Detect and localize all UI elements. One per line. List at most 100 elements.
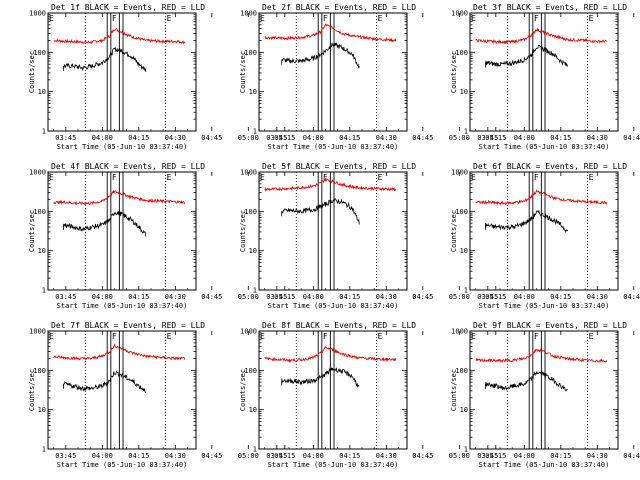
- y-tick-label: 1: [253, 287, 257, 295]
- y-tick-label: 1: [464, 287, 468, 295]
- x-tick-label: 04:45: [412, 452, 433, 460]
- interval-marker-f: F: [534, 14, 539, 23]
- lld-series-line: [264, 346, 397, 363]
- x-tick-label: 04:00: [514, 134, 535, 142]
- lld-series-line: [264, 23, 397, 43]
- y-axis-label: Counts/sec: [239, 51, 247, 93]
- x-tick-label: 03:45: [266, 134, 287, 142]
- x-axis-label: Start Time (05-Jun-10 03:37:40): [479, 143, 610, 151]
- events-series-line: [485, 209, 569, 234]
- interval-marker-e: E: [49, 173, 54, 182]
- y-tick-label: 100: [455, 367, 468, 375]
- panel-title: Det 5f BLACK = Events, RED = LLD: [262, 162, 416, 171]
- x-tick-label: 03:45: [266, 452, 287, 460]
- panel-title: Det 3f BLACK = Events, RED = LLD: [473, 3, 627, 12]
- events-series-line: [281, 42, 360, 69]
- x-tick-label: 04:30: [587, 134, 608, 142]
- x-axis-label: Start Time (05-Jun-10 03:37:40): [268, 143, 399, 151]
- y-tick-label: 1: [42, 128, 46, 136]
- y-tick-label: 1000: [451, 328, 468, 336]
- events-series-line: [485, 44, 569, 67]
- panel-det-3: Det 3f BLACK = Events, RED = LLD 1 10 100 10…: [450, 3, 640, 151]
- y-tick-label: 10: [460, 406, 468, 414]
- lld-series-line: [264, 178, 397, 192]
- plot-frame: [258, 171, 408, 291]
- panel-title: Det 2f BLACK = Events, RED = LLD: [262, 3, 416, 12]
- y-axis-label: Counts/sec: [239, 210, 247, 252]
- y-tick-label: 1: [42, 446, 46, 454]
- panel-title: Det 4f BLACK = Events, RED = LLD: [51, 162, 205, 171]
- y-tick-label: 100: [33, 367, 46, 375]
- events-series-line: [63, 211, 147, 237]
- y-axis-label: Counts/sec: [450, 369, 458, 411]
- panel-title: Det 7f BLACK = Events, RED = LLD: [51, 321, 205, 330]
- interval-marker-f: F: [323, 173, 328, 182]
- x-tick-label: 04:30: [376, 293, 397, 301]
- y-tick-label: 10: [249, 406, 257, 414]
- x-tick-label: 04:30: [165, 452, 186, 460]
- x-axis-label: Start Time (05-Jun-10 03:37:40): [268, 302, 399, 310]
- y-tick-label: 100: [244, 49, 257, 57]
- y-tick-label: 1: [464, 446, 468, 454]
- y-tick-label: 1000: [29, 169, 46, 177]
- x-tick-label: 04:15: [550, 452, 571, 460]
- y-axis-label: Counts/sec: [450, 51, 458, 93]
- interval-marker-e: E: [378, 332, 383, 341]
- lld-series-line: [475, 348, 608, 364]
- lld-series-line: [53, 189, 186, 206]
- x-tick-label: 05:00: [449, 293, 470, 301]
- interval-marker-e: E: [378, 173, 383, 182]
- x-tick-label: 04:15: [339, 452, 360, 460]
- x-tick-label: 04:00: [303, 452, 324, 460]
- x-tick-label: 05:15: [485, 134, 506, 142]
- y-tick-label: 10: [460, 88, 468, 96]
- y-tick-label: 1000: [29, 10, 46, 18]
- y-axis-label: Counts/sec: [450, 210, 458, 252]
- x-tick-label: 04:00: [92, 134, 113, 142]
- x-tick-label: 04:45: [623, 452, 640, 460]
- y-tick-label: 1000: [240, 10, 257, 18]
- plot-frame: [47, 12, 197, 132]
- y-tick-label: 1000: [29, 328, 46, 336]
- x-tick-label: 04:30: [165, 293, 186, 301]
- interval-marker-e: E: [589, 332, 594, 341]
- plot-frame: [469, 330, 619, 450]
- interval-marker-e: E: [167, 14, 172, 23]
- x-tick-label: 05:15: [274, 452, 295, 460]
- x-tick-label: 05:15: [274, 134, 295, 142]
- interval-marker-e: E: [589, 14, 594, 23]
- interval-marker-e: E: [260, 173, 265, 182]
- x-tick-label: 04:30: [587, 293, 608, 301]
- y-tick-label: 1000: [451, 169, 468, 177]
- x-tick-label: 05:15: [485, 452, 506, 460]
- y-tick-label: 100: [33, 49, 46, 57]
- y-tick-label: 1000: [240, 328, 257, 336]
- interval-marker-e: E: [471, 14, 476, 23]
- x-tick-label: 05:15: [274, 293, 295, 301]
- y-tick-label: 1: [464, 128, 468, 136]
- y-axis-label: Counts/sec: [239, 369, 247, 411]
- x-tick-label: 04:00: [92, 293, 113, 301]
- y-tick-label: 10: [38, 247, 46, 255]
- panel-det-4: Det 4f BLACK = Events, RED = LLD11010010…: [28, 162, 295, 310]
- plot-frame: [47, 171, 197, 291]
- panel-title: Det 9f BLACK = Events, RED = LLD: [473, 321, 627, 330]
- x-tick-label: 04:00: [303, 293, 324, 301]
- x-tick-label: 03:45: [55, 452, 76, 460]
- x-axis-label: Start Time (05-Jun-10 03:37:40): [479, 461, 610, 469]
- interval-marker-f: F: [534, 332, 539, 341]
- panel-det-2: Det 2f BLACK = Events, RED = LLD 1 10 100 10…: [239, 3, 506, 151]
- y-axis-label: Counts/sec: [28, 369, 36, 411]
- panel-title: Det 1f BLACK = Events, RED = LLD: [51, 3, 205, 12]
- y-tick-label: 1: [42, 287, 46, 295]
- x-tick-label: 04:15: [128, 293, 149, 301]
- lld-series-line: [53, 343, 186, 361]
- panel-det-6: Det 6f BLACK = Events, RED = LLD 1 10 100 10…: [450, 162, 640, 310]
- lld-series-line: [475, 189, 608, 206]
- x-tick-label: 03:45: [55, 293, 76, 301]
- events-series-line: [63, 370, 147, 394]
- x-tick-label: 05:00: [449, 134, 470, 142]
- interval-marker-e: E: [471, 173, 476, 182]
- x-axis-label: Start Time (05-Jun-10 03:37:40): [57, 302, 188, 310]
- interval-marker-f: F: [112, 14, 117, 23]
